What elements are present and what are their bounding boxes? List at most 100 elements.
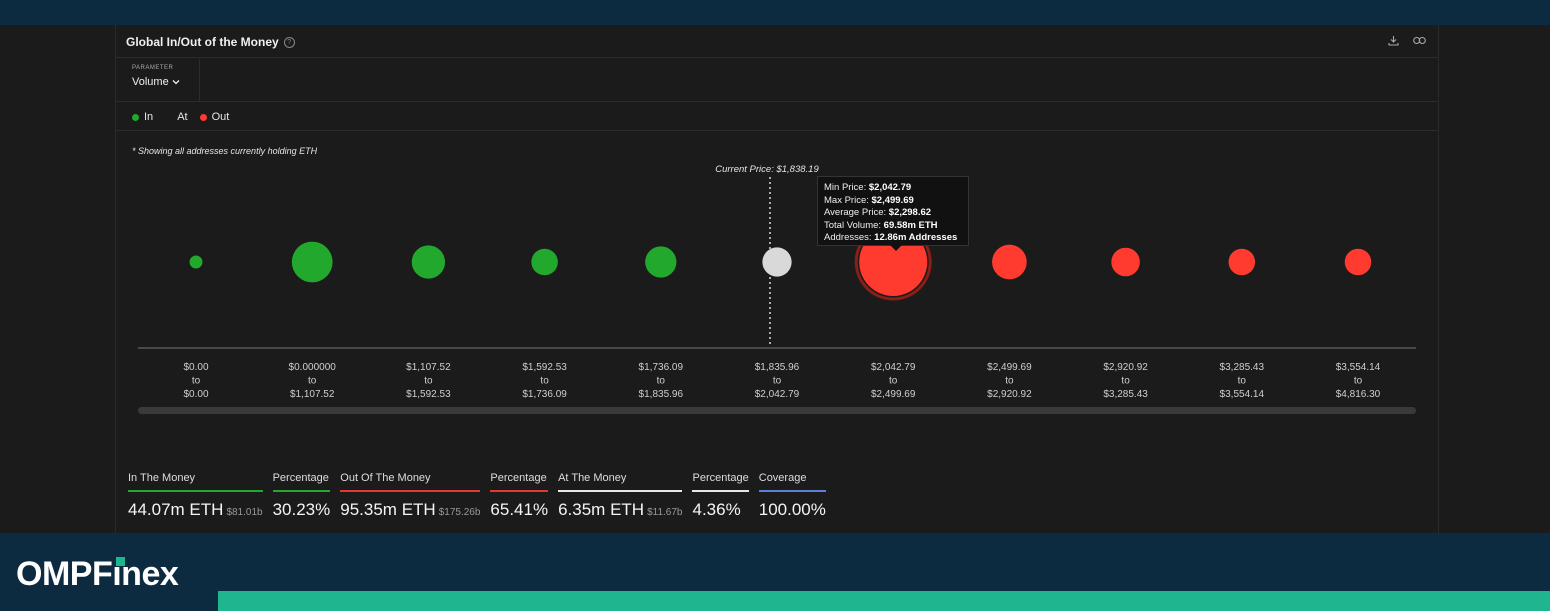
stat-value: 30.23%: [272, 500, 331, 519]
bubble-chart: Current Price: $1,838.19 $0.00 to $0.00 $0.0…: [138, 164, 1416, 414]
widget-header: Global In/Out of the Money ?: [126, 33, 295, 51]
legend-item-out[interactable]: Out: [199, 111, 230, 123]
widget-panel: Global In/Out of the Money ? PARAMETER V…: [0, 25, 1550, 533]
bubble-out-8[interactable]: [1111, 247, 1140, 277]
top-bar: [0, 0, 1550, 25]
stat-label: In The Money: [128, 472, 263, 492]
parameter-row-divider: [116, 101, 1438, 102]
bubble-in-3[interactable]: [531, 248, 558, 276]
tooltip-row: Average Price: $2,298.62: [824, 207, 932, 218]
bubble-in-0[interactable]: [189, 255, 203, 269]
tooltip-row: Addresses: 12.86m Addresses: [824, 232, 958, 243]
bubble-out-9[interactable]: [1228, 248, 1256, 276]
bubble-in-4[interactable]: [645, 246, 677, 278]
stat-2: Out Of The Money 95.35m ETH $175.26b: [340, 472, 481, 520]
x-tick-label: $4,816.30: [1336, 389, 1381, 400]
x-tick-label: $3,554.14: [1336, 362, 1381, 373]
x-tick-label: to: [1238, 376, 1247, 387]
x-tick-label: to: [308, 376, 317, 387]
x-tick-label: $2,042.79: [871, 362, 916, 373]
parameter-value: Volume: [132, 76, 169, 88]
x-tick-label: to: [540, 376, 549, 387]
logo-accent-dot: [116, 557, 126, 566]
logo-text-part2: nex: [121, 555, 179, 593]
bubble-out-7[interactable]: [992, 244, 1027, 280]
x-tick-label: $1,835.96: [755, 362, 800, 373]
stat-value: 95.35m ETH $175.26b: [340, 500, 481, 519]
header-divider: [116, 57, 1438, 58]
stat-1: Percentage 30.23%: [272, 472, 331, 520]
x-tick-label: $1,592.53: [522, 362, 567, 373]
legend-item-in[interactable]: In: [132, 111, 153, 123]
legend-dot-in: [132, 113, 139, 121]
x-tick-label: to: [657, 376, 666, 387]
bubble-in-1[interactable]: [291, 241, 333, 283]
download-icon[interactable]: [1386, 33, 1400, 47]
chart-note: * Showing all addresses currently holdin…: [132, 146, 318, 156]
parameter-divider: [199, 59, 200, 101]
tooltip-pointer: [890, 245, 902, 251]
stat-5: Percentage 4.36%: [692, 472, 749, 520]
stat-value: 4.36%: [692, 500, 741, 519]
bubble-tooltip: Min Price: $2,042.79 Max Price: $2,499.69…: [817, 176, 969, 251]
tooltip-row: Total Volume: 69.58m ETH: [824, 219, 938, 231]
footer-accent-stripe: [218, 591, 1550, 611]
stat-value: 100.00%: [758, 500, 826, 519]
legend-divider: [116, 130, 1438, 131]
chevron-down-icon: [172, 80, 180, 85]
legend-label-out: Out: [211, 111, 230, 123]
current-price-label: Current Price: $1,838.19: [715, 164, 819, 175]
x-tick-label: $3,285.43: [1103, 389, 1148, 400]
stat-value: 65.41%: [490, 500, 549, 519]
parameter-selector[interactable]: PARAMETER Volume: [132, 65, 180, 88]
x-tick-label: $2,499.69: [871, 389, 916, 400]
x-tick-label: to: [1121, 376, 1130, 387]
help-icon[interactable]: ?: [283, 36, 295, 48]
parameter-dropdown[interactable]: Volume: [132, 76, 180, 88]
widget-tools: [1386, 33, 1426, 47]
widget-title: Global In/Out of the Money: [126, 35, 279, 49]
x-tick-label: to: [192, 376, 201, 387]
x-tick-label: $2,499.69: [987, 362, 1032, 373]
footer-bar: OMPF ı nex: [0, 533, 1550, 611]
legend-item-at[interactable]: At: [165, 111, 187, 123]
logo-text-part1: OMPF: [16, 555, 113, 593]
parameter-label: PARAMETER: [132, 65, 174, 71]
x-tick-label: $1,107.52: [290, 389, 335, 400]
widget-card: Global In/Out of the Money ? PARAMETER V…: [115, 25, 1439, 533]
stat-4: At The Money 6.35m ETH $11.67b: [558, 472, 683, 520]
x-tick-label: to: [889, 376, 898, 387]
x-tick-label: $2,920.92: [1103, 362, 1148, 373]
x-tick-label: $2,042.79: [755, 389, 800, 400]
stat-label: Percentage: [490, 472, 549, 492]
tooltip-row: Min Price: $2,042.79: [824, 182, 912, 193]
stat-label: Percentage: [272, 472, 331, 492]
x-tick-label: $0.000000: [289, 362, 337, 373]
x-tick-label: $0.00: [183, 362, 208, 373]
stat-6: Coverage 100.00%: [758, 472, 826, 520]
stat-3: Percentage 65.41%: [490, 472, 549, 520]
summary-stats: In The Money 44.07m ETH $81.01b Percentage 3…: [128, 472, 836, 520]
x-tick-label: $3,554.14: [1220, 389, 1265, 400]
x-tick-label: $1,592.53: [406, 389, 451, 400]
bubble-at-5[interactable]: [762, 247, 792, 277]
bubble-out-10[interactable]: [1344, 248, 1372, 276]
x-tick-label: $1,736.09: [639, 362, 684, 373]
stat-label: Percentage: [692, 472, 749, 492]
legend-dot-out: [199, 113, 207, 121]
bubble-in-2[interactable]: [411, 245, 446, 279]
x-tick-label: to: [773, 376, 782, 387]
chart-legend: In At Out: [132, 111, 241, 123]
chart-scrollbar[interactable]: [138, 407, 1416, 414]
x-tick-label: $2,920.92: [987, 389, 1032, 400]
link-icon[interactable]: [1412, 33, 1426, 47]
stat-label: Out Of The Money: [340, 472, 481, 492]
x-tick-label: $0.00: [183, 389, 208, 400]
tooltip-row: Max Price: $2,499.69: [824, 194, 914, 206]
x-tick-label: $1,107.52: [406, 362, 451, 373]
logo-i: ı: [112, 555, 126, 594]
x-tick-label: to: [424, 376, 433, 387]
brand-logo: OMPF ı nex: [16, 555, 179, 594]
x-tick-label: $3,285.43: [1220, 362, 1265, 373]
x-tick-label: $1,835.96: [639, 389, 684, 400]
